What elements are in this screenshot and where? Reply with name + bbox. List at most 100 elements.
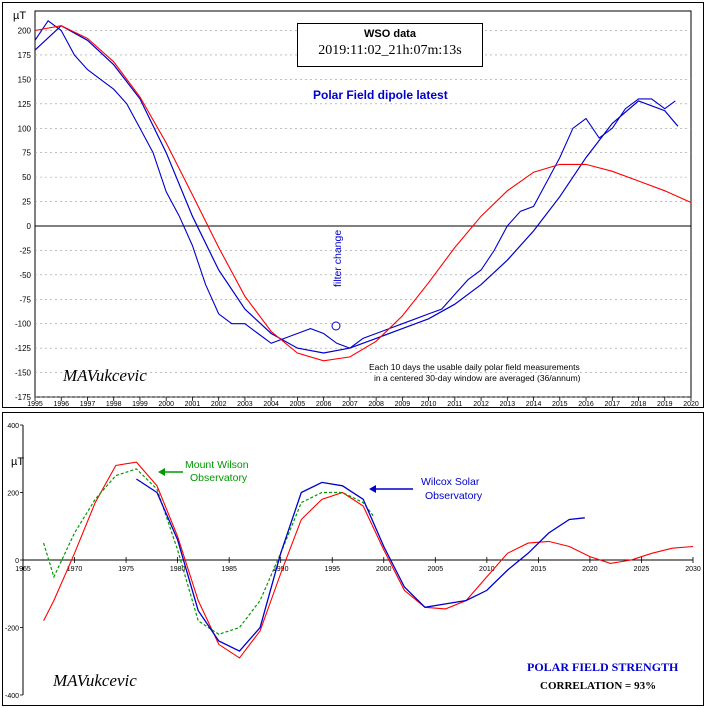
top-y-tick-label: -100: [15, 320, 32, 329]
top-unit-label: µT: [13, 10, 26, 22]
top-x-tick-label: 2012: [473, 401, 489, 407]
bottom-y-tick-label: 0: [15, 558, 19, 565]
bottom-series-group: [43, 461, 694, 659]
top-y-tick-label: 75: [22, 149, 31, 158]
top-x-tick-label: 2008: [368, 401, 384, 407]
top-x-tick-label: 2011: [447, 401, 462, 407]
wso-timestamp: 2019:11:02_21h:07m:13s: [318, 43, 462, 58]
top-grid: [34, 10, 692, 398]
wso-label-line-2: Observatory: [425, 490, 483, 502]
top-y-tick-label: -25: [19, 246, 31, 255]
bottom-x-tick-label: 2015: [531, 566, 547, 573]
bottom-y-tick-label: -400: [5, 693, 19, 700]
bottom-x-tick-label: 1970: [67, 566, 83, 573]
bottom-x-ticks: 1965 1970 1975 1980 1985 1990 1995 2000 2005 2010…: [15, 557, 701, 573]
bottom-unit-label: µT: [11, 456, 24, 468]
bottom-chart-svg: -400 -200 0 200 400 1965 1970 1975 1980 1985 1990…: [5, 423, 701, 700]
bottom-y-tick-label: -200: [5, 626, 19, 633]
top-y-tick-label: 100: [18, 124, 32, 133]
top-series-fit: [34, 24, 679, 354]
top-y-tick-label: 200: [18, 27, 32, 36]
bottom-series-model: [43, 461, 694, 659]
top-chart-panel: -175 -150 -125 -100 -75 -50 -25 0 25 50 75 100 125 15…: [2, 2, 704, 408]
top-x-tick-label: 1999: [132, 401, 148, 407]
top-x-tick-label: 2006: [316, 401, 332, 407]
top-y-tick-label: 125: [18, 100, 32, 109]
top-x-tick-label: 2005: [290, 401, 306, 407]
top-y-tick-label: -125: [15, 344, 32, 353]
wso-box-title: WSO data: [364, 28, 416, 40]
bottom-chart-panel: -400 -200 0 200 400 1965 1970 1975 1980 1985 1990…: [2, 412, 704, 706]
bottom-y-tick-label: 200: [7, 491, 19, 498]
top-x-tick-label: 2009: [395, 401, 411, 407]
top-y-tick-label: 175: [18, 51, 32, 60]
bottom-x-tick-label: 1980: [170, 566, 186, 573]
filter-change-annotation: filter change: [332, 230, 344, 287]
top-x-tick-label: 2018: [631, 401, 647, 407]
bottom-x-tick-label: 2020: [582, 566, 598, 573]
top-x-ticks: 1995 1996 1997 1998 1999 2000 2001 2002 2003 2004…: [27, 397, 699, 407]
top-y-ticks: -175 -150 -125 -100 -75 -50 -25 0 25 50 75 100 125 15…: [15, 27, 32, 402]
top-y-tick-label: 0: [27, 222, 32, 231]
top-y-tick-label: -50: [19, 271, 31, 280]
bottom-axes: [22, 425, 693, 695]
bottom-x-tick-label: 2000: [376, 566, 392, 573]
top-note-line-1: Each 10 days the usable daily polar fiel…: [369, 362, 580, 372]
top-y-tick-label: -150: [15, 369, 32, 378]
top-y-tick-label: -175: [15, 393, 32, 402]
wso-arrow-head: [369, 485, 376, 493]
top-x-tick-label: 2020: [683, 401, 699, 407]
bottom-series-mount-wilson: [43, 468, 374, 635]
mw-label-line-2: Observatory: [190, 472, 248, 484]
top-y-tick-label: 50: [22, 173, 31, 182]
bottom-signature: MAVukcevic: [52, 671, 137, 690]
mw-arrow-head: [158, 468, 165, 476]
top-x-tick-label: 1998: [106, 401, 122, 407]
top-note-line-2: in a centered 30-day window are averaged…: [374, 373, 581, 383]
top-x-tick-label: 1996: [53, 401, 69, 407]
top-x-tick-label: 2010: [421, 401, 437, 407]
top-series-model: [34, 25, 692, 362]
bottom-x-tick-label: 2025: [634, 566, 650, 573]
top-x-tick-label: 2007: [342, 401, 358, 407]
top-x-tick-label: 2017: [604, 401, 620, 407]
top-chart-svg: -175 -150 -125 -100 -75 -50 -25 0 25 50 75 100 125 15…: [13, 10, 699, 407]
top-series-group: [34, 20, 692, 362]
top-x-tick-label: 2000: [158, 401, 174, 407]
mw-label-line-1: Mount Wilson: [185, 459, 249, 471]
top-x-tick-label: 2014: [526, 401, 542, 407]
bottom-x-tick-label: 1985: [221, 566, 237, 573]
bottom-y-ticks: -400 -200 0 200 400: [5, 423, 23, 700]
bottom-x-tick-label: 1995: [324, 566, 340, 573]
top-signature: MAVukcevic: [62, 366, 147, 385]
top-x-tick-label: 2019: [657, 401, 673, 407]
top-series-daily: [34, 20, 676, 349]
bottom-x-tick-label: 1990: [273, 566, 289, 573]
top-x-tick-label: 2002: [211, 401, 227, 407]
wso-label-line-1: Wilcox Solar: [421, 476, 480, 488]
bottom-y-tick-label: 400: [7, 423, 19, 430]
top-x-tick-label: 2013: [500, 401, 516, 407]
top-x-tick-label: 2016: [578, 401, 594, 407]
top-x-tick-label: 2004: [263, 401, 279, 407]
top-plot-frame: [34, 10, 692, 398]
filter-change-marker: [331, 321, 341, 331]
bottom-x-tick-label: 2005: [428, 566, 444, 573]
wso-data-box: WSO data 2019:11:02_21h:07m:13s: [297, 23, 483, 67]
bottom-x-tick-label: 1965: [15, 566, 31, 573]
top-x-tick-label: 2003: [237, 401, 253, 407]
top-x-tick-label: 2015: [552, 401, 568, 407]
bottom-chart-title: POLAR FIELD STRENGTH: [527, 660, 679, 674]
correlation-label: CORRELATION = 93%: [540, 680, 656, 692]
top-x-tick-label: 2001: [185, 401, 201, 407]
top-x-tick-label: 1997: [80, 401, 96, 407]
top-y-tick-label: -75: [19, 295, 31, 304]
bottom-x-tick-label: 2010: [479, 566, 495, 573]
top-x-tick-label: 1995: [27, 401, 43, 407]
bottom-x-tick-label: 2030: [685, 566, 701, 573]
top-y-tick-label: 150: [18, 75, 32, 84]
top-chart-title: Polar Field dipole latest: [313, 88, 448, 102]
bottom-x-tick-label: 1975: [118, 566, 134, 573]
bottom-series-wilcox: [136, 478, 585, 652]
top-y-tick-label: 25: [22, 198, 31, 207]
